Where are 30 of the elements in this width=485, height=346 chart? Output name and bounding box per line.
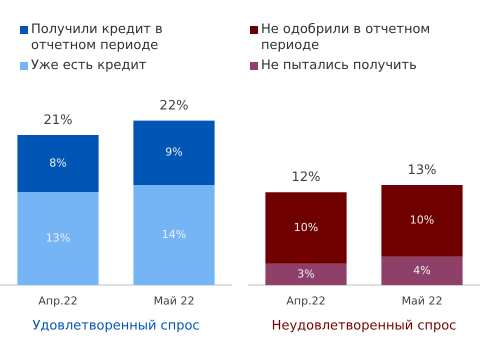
x-axis-title: Удовлетворенный спрос bbox=[32, 318, 200, 334]
data-label: 13% bbox=[46, 232, 70, 245]
data-label: 3% bbox=[297, 267, 315, 280]
legend-label: Уже есть кредит bbox=[31, 58, 146, 74]
bar bbox=[17, 134, 99, 192]
total-label: 22% bbox=[160, 98, 188, 114]
data-label: 10% bbox=[410, 214, 434, 227]
bar bbox=[133, 185, 215, 286]
legend-label: Получили кредит в отчетном периоде bbox=[31, 22, 164, 54]
data-label: 8% bbox=[49, 156, 67, 170]
x-axis-title: Неудовлетворенный спрос bbox=[272, 318, 456, 334]
data-label: 10% bbox=[294, 220, 318, 234]
total-label: 13% bbox=[408, 162, 436, 178]
x-tick-label: Май 22 bbox=[402, 294, 442, 308]
bar bbox=[265, 192, 347, 264]
data-label: 9% bbox=[165, 146, 183, 159]
data-label: 14% bbox=[162, 228, 186, 241]
x-tick-label: Май 22 bbox=[154, 294, 194, 308]
data-label: 4% bbox=[413, 264, 431, 277]
bar bbox=[265, 264, 347, 286]
x-tick-label: Апр.22 bbox=[286, 294, 326, 308]
legend-label: Не пытались получить bbox=[261, 58, 417, 74]
total-label: 21% bbox=[44, 112, 72, 128]
bar bbox=[381, 256, 463, 286]
total-label: 12% bbox=[292, 170, 320, 186]
bar bbox=[381, 185, 463, 257]
legend-label: Не одобрили в отчетном периоде bbox=[261, 22, 432, 54]
x-tick-label: Апр.22 bbox=[38, 294, 78, 308]
bar bbox=[17, 192, 99, 286]
bar bbox=[133, 120, 215, 186]
